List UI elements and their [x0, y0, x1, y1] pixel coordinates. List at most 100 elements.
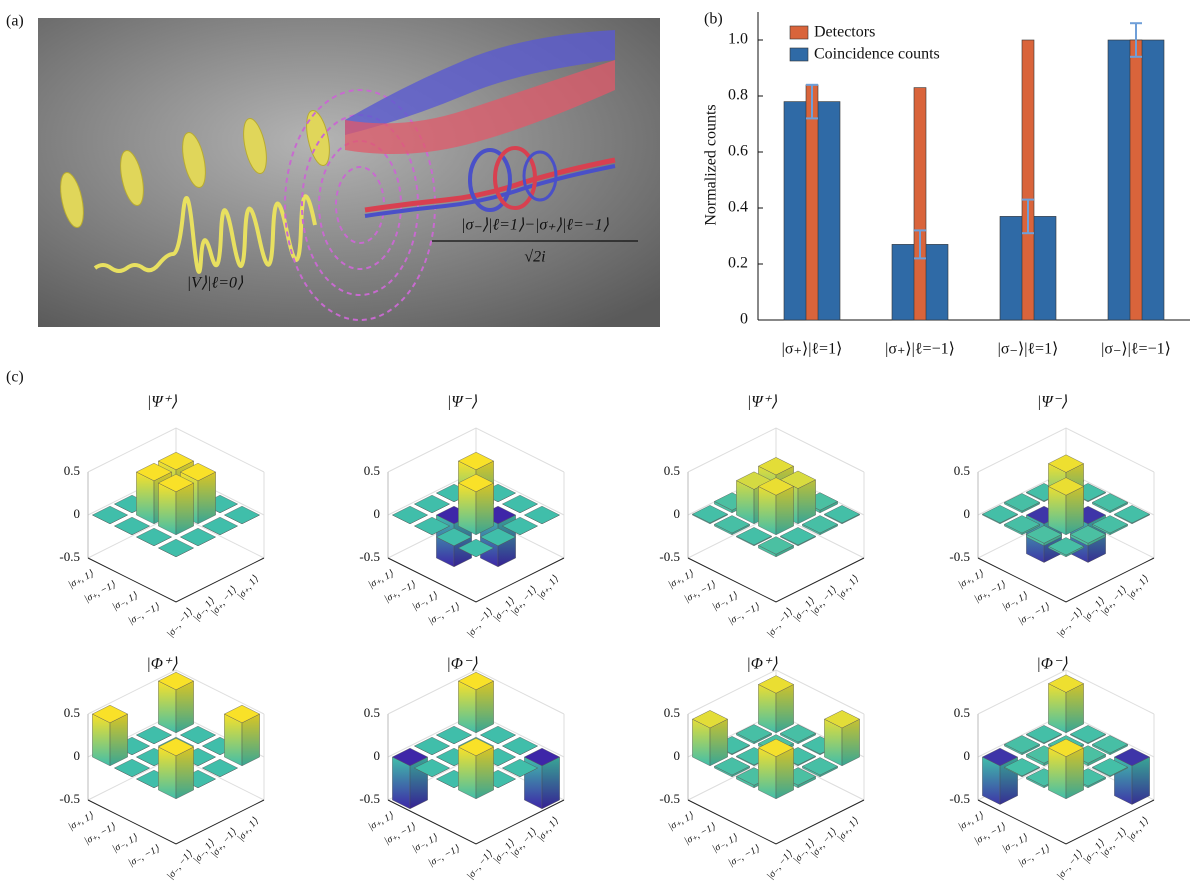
axis-label: |σ₊, 1⟩	[367, 568, 396, 590]
chart-title: |Ψ⁺⟩	[147, 394, 178, 411]
y-tick-label: 0.6	[728, 143, 748, 160]
bar-shade	[476, 747, 494, 799]
bar-3d	[502, 495, 537, 513]
bar-top	[114, 759, 149, 777]
x-tick-label: |σ₋⟩|ℓ=1⟩	[998, 341, 1059, 358]
axis-label: |σ₊, 1⟩	[67, 810, 96, 832]
bar-face	[458, 483, 476, 535]
bar-3d	[92, 705, 127, 766]
z-tick-label: 0.5	[954, 463, 970, 478]
axis-label: |σ₋, −1⟩	[765, 849, 795, 882]
bar-3d	[92, 506, 127, 524]
bar-3d	[158, 539, 193, 557]
bar-3d	[982, 748, 1017, 804]
z-tick-label: -0.5	[359, 791, 380, 806]
bar	[1130, 40, 1142, 320]
bar-shade	[542, 757, 560, 809]
chart-title: |Φ⁺⟩	[146, 656, 178, 673]
chart-title: |Φ⁺⟩	[746, 656, 778, 673]
bar-3d	[524, 748, 559, 809]
output-numerator: |σ₋⟩|ℓ=1⟩−|σ₊⟩|ℓ=−1⟩	[461, 217, 610, 234]
panel-label: (c)	[6, 369, 24, 386]
z-tick-label: 0	[374, 506, 381, 521]
bar-face	[458, 681, 476, 733]
panel-label: (a)	[6, 13, 24, 30]
bar-top	[392, 506, 427, 524]
axis-label: |σ₋, −1⟩	[165, 607, 195, 640]
axis-label: |σ₊, 1⟩	[835, 574, 861, 602]
bar-face	[158, 483, 176, 535]
bar-3d	[392, 506, 427, 524]
bar	[1022, 40, 1034, 320]
axis-label: |σ₊, 1⟩	[835, 816, 861, 844]
axis-label: |σ₊, 1⟩	[1125, 574, 1151, 602]
axis-label: |σ₊, 1⟩	[535, 816, 561, 844]
z-tick-label: 0	[674, 748, 681, 763]
bar-top	[502, 495, 537, 513]
axis-label: |σ₋, −1⟩	[427, 601, 462, 627]
x-tick-label: |σ₋⟩|ℓ=−1⟩	[1101, 341, 1171, 358]
input-state: |V⟩|ℓ=0⟩	[187, 275, 244, 292]
legend-label: Detectors	[814, 24, 875, 41]
axis-label: |σ₋, 1⟩	[111, 590, 140, 612]
chart-title: |Ψ⁻⟩	[447, 394, 478, 411]
bar-shade	[198, 472, 216, 524]
axis-label: |σ₋, 1⟩	[411, 590, 440, 612]
axis-label: |σ₋, 1⟩	[411, 832, 440, 854]
chart-3d: -0.500.5|σ₊, 1⟩|σ₊, −1⟩|σ₋, 1⟩|σ₋, −1⟩|σ…	[59, 670, 264, 882]
axis-label: |σ₋, −1⟩	[1055, 849, 1085, 882]
chart-3d: -0.500.5|σ₊, 1⟩|σ₊, −1⟩|σ₋, 1⟩|σ₋, −1⟩|σ…	[359, 428, 564, 640]
bar-3d	[458, 672, 493, 733]
bar-3d	[436, 726, 471, 744]
bar-3d	[458, 738, 493, 799]
bar-top	[92, 506, 127, 524]
bar-face	[458, 747, 476, 799]
z-tick-label: -0.5	[59, 791, 80, 806]
axis-label: |σ₋, −1⟩	[727, 601, 762, 627]
axis-label: |σ₋, −1⟩	[727, 843, 762, 869]
bar-shade	[176, 747, 194, 799]
bar-3d	[758, 676, 793, 733]
illustration: |V⟩|ℓ=0⟩ |σ₋⟩|ℓ=1⟩−|σ₊⟩|ℓ=−1⟩ √2i	[38, 18, 660, 327]
bar-3d	[692, 710, 727, 765]
axis-label: |σ₋, 1⟩	[711, 832, 740, 854]
bar-3d	[1048, 675, 1083, 733]
axis-label: |σ₊, 1⟩	[235, 816, 261, 844]
z-tick-label: 0.5	[364, 463, 380, 478]
bar-face	[392, 757, 410, 809]
axis-label: |σ₊, 1⟩	[535, 574, 561, 602]
bar-top	[158, 539, 193, 557]
bar-3d	[824, 710, 859, 765]
bar-top	[114, 517, 149, 535]
z-tick-label: 0	[74, 506, 81, 521]
bar-shade	[242, 714, 260, 766]
bar-top	[480, 726, 515, 744]
bar	[806, 85, 818, 320]
axis-label: |σ₋, 1⟩	[711, 590, 740, 612]
chart-3d: -0.500.5|σ₊, 1⟩|σ₊, −1⟩|σ₋, 1⟩|σ₋, −1⟩|σ…	[949, 428, 1154, 640]
bar-top	[436, 726, 471, 744]
y-tick-label: 0	[740, 311, 748, 328]
bar-3d	[202, 759, 237, 777]
axis-label: |σ₋, 1⟩	[111, 832, 140, 854]
bar-face	[136, 472, 154, 524]
bar-face	[158, 747, 176, 799]
axis-label: |σ₊, 1⟩	[235, 574, 261, 602]
axis-label: |σ₋, 1⟩	[1001, 590, 1030, 612]
bar-top	[502, 737, 537, 755]
figure: (a) (b) (c) |V⟩|ℓ=0⟩ |σ₋⟩|ℓ=1⟩−|	[0, 0, 1204, 887]
legend-swatch	[790, 48, 808, 61]
y-tick-label: 0.8	[728, 87, 748, 104]
bar-3d	[158, 672, 193, 733]
axis-label: |σ₋, −1⟩	[1017, 843, 1052, 869]
z-tick-label: 0	[674, 506, 681, 521]
bar-face	[92, 714, 110, 766]
bar-3d	[158, 738, 193, 799]
axis-label: |σ₋, −1⟩	[427, 843, 462, 869]
axis-label: |σ₋, −1⟩	[127, 601, 162, 627]
bar-top	[180, 726, 215, 744]
bar-face	[224, 714, 242, 766]
bar-3d	[524, 506, 559, 524]
y-tick-label: 0.4	[728, 199, 748, 216]
z-tick-label: -0.5	[659, 549, 680, 564]
